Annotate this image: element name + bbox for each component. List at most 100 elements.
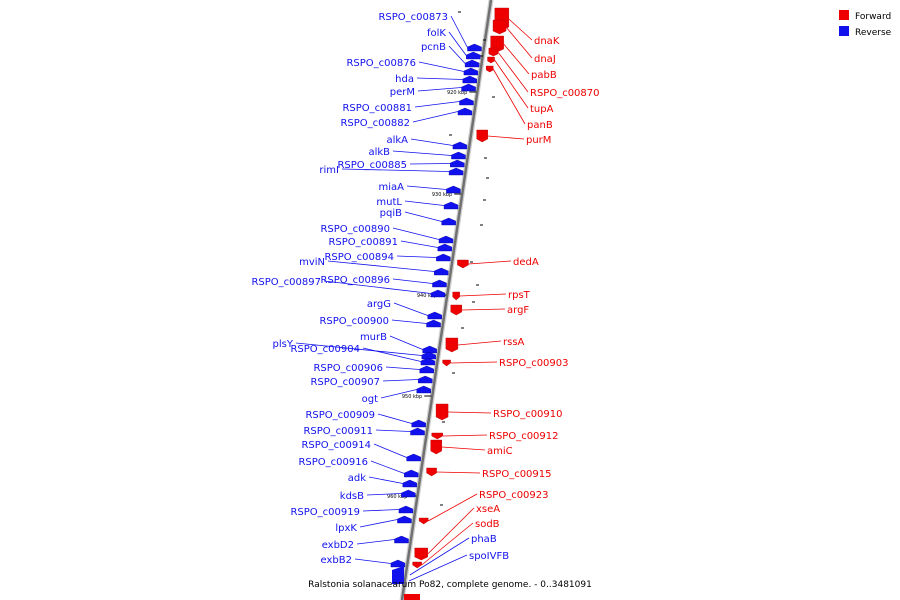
gene-forward-tupA[interactable]: tupA xyxy=(487,56,554,115)
gene-arrow-forward[interactable] xyxy=(418,517,429,525)
gene-arrow-forward[interactable] xyxy=(487,56,495,64)
gene-reverse-exbD2[interactable]: exbD2 xyxy=(322,535,409,551)
gene-arrow-reverse[interactable] xyxy=(410,427,425,436)
gene-arrow-reverse[interactable] xyxy=(452,141,468,150)
gene-reverse-mviN[interactable]: mviN xyxy=(299,257,449,276)
gene-label[interactable]: RSPO_c00919 xyxy=(290,507,360,518)
gene-label[interactable]: lpxK xyxy=(335,523,357,534)
gene-forward-argF[interactable]: argF xyxy=(450,304,530,316)
gene-label[interactable]: RSPO_c00910 xyxy=(493,409,563,420)
gene-reverse-pqiB[interactable]: pqiB xyxy=(380,208,456,226)
gene-arrow-reverse[interactable] xyxy=(422,345,437,354)
gene-label[interactable]: hda xyxy=(395,74,414,85)
gene-label[interactable]: sodB xyxy=(475,519,500,530)
gene-reverse-RSPO_c00882[interactable]: RSPO_c00882 xyxy=(340,107,473,129)
gene-arrow-reverse[interactable] xyxy=(419,365,434,374)
gene-reverse-miaA[interactable]: miaA xyxy=(379,182,461,194)
gene-forward-dedA[interactable]: dedA xyxy=(457,257,539,269)
gene-reverse-RSPO_c00907[interactable]: RSPO_c00907 xyxy=(310,375,433,388)
gene-reverse-RSPO_c00914[interactable]: RSPO_c00914 xyxy=(301,440,421,462)
gene-reverse-RSPO_c00891[interactable]: RSPO_c00891 xyxy=(328,237,453,252)
gene-arrow-reverse[interactable] xyxy=(434,267,449,276)
gene-reverse-RSPO_c00909[interactable]: RSPO_c00909 xyxy=(305,410,426,428)
gene-label[interactable]: argF xyxy=(507,305,529,316)
gene-label[interactable]: RSPO_c00894 xyxy=(324,252,394,263)
gene-label[interactable]: purM xyxy=(526,135,551,146)
gene-arrow-forward[interactable] xyxy=(492,19,507,35)
gene-arrow-forward[interactable] xyxy=(442,359,451,367)
gene-arrow-forward[interactable] xyxy=(431,432,443,440)
gene-reverse-RSPO_c00881[interactable]: RSPO_c00881 xyxy=(342,97,474,114)
gene-arrow-reverse[interactable] xyxy=(427,311,442,320)
gene-reverse-RSPO_c00904[interactable]: RSPO_c00904 xyxy=(290,344,436,366)
gene-arrow-reverse[interactable] xyxy=(443,201,459,210)
gene-reverse-RSPO_c00896[interactable]: RSPO_c00896 xyxy=(320,275,447,288)
gene-forward-sodB[interactable]: sodB xyxy=(412,519,500,569)
gene-arrow-reverse[interactable] xyxy=(420,357,436,366)
gene-arrow-reverse[interactable] xyxy=(451,151,466,160)
gene-arrow-reverse[interactable] xyxy=(406,453,421,462)
gene-reverse-RSPO_c00890[interactable]: RSPO_c00890 xyxy=(320,224,454,244)
gene-label[interactable]: exbD2 xyxy=(322,540,354,551)
gene-label[interactable]: RSPO_c00909 xyxy=(305,410,375,421)
gene-arrow-reverse[interactable] xyxy=(448,167,464,176)
gene-reverse-argG[interactable]: argG xyxy=(367,299,442,320)
gene-reverse-hda[interactable]: hda xyxy=(395,74,477,85)
gene-arrow-reverse[interactable] xyxy=(459,97,474,106)
gene-label[interactable]: dnaJ xyxy=(534,54,556,65)
gene-label[interactable]: kdsB xyxy=(340,491,364,502)
gene-label[interactable]: ogt xyxy=(362,394,378,405)
gene-label[interactable]: pqiB xyxy=(380,208,402,219)
gene-label[interactable]: RSPO_c00906 xyxy=(313,363,383,374)
gene-label[interactable]: RSPO_c00907 xyxy=(310,377,380,388)
gene-label[interactable]: RSPO_c00876 xyxy=(346,58,416,69)
gene-label[interactable]: RSPO_c00891 xyxy=(328,237,398,248)
gene-forward-RSPO_c00910[interactable]: RSPO_c00910 xyxy=(435,403,563,421)
gene-arrow-forward[interactable] xyxy=(486,65,494,73)
gene-label[interactable]: RSPO_c00911 xyxy=(303,426,373,437)
gene-label[interactable]: RSPO_c00882 xyxy=(340,118,410,129)
gene-arrow-forward[interactable] xyxy=(430,439,442,455)
gene-arrow-forward[interactable] xyxy=(414,547,428,561)
gene-arrow-forward[interactable] xyxy=(476,129,488,143)
gene-reverse-rimI[interactable]: rimI xyxy=(319,165,464,176)
gene-label[interactable]: exbB2 xyxy=(321,555,352,566)
gene-label[interactable]: rpsT xyxy=(508,290,531,301)
gene-arrow-reverse[interactable] xyxy=(437,243,453,252)
gene-arrow-reverse[interactable] xyxy=(446,185,461,194)
gene-forward-spoIVFB[interactable]: spoIVFB xyxy=(408,551,509,582)
gene-arrow-forward[interactable] xyxy=(412,561,422,569)
gene-label[interactable]: xseA xyxy=(476,504,500,515)
gene-forward-RSPO_c00923[interactable]: RSPO_c00923 xyxy=(418,490,549,525)
gene-reverse-adk[interactable]: adk xyxy=(348,473,417,488)
gene-label[interactable]: RSPO_c00912 xyxy=(489,431,559,442)
gene-label[interactable]: RSPO_c00881 xyxy=(342,103,412,114)
gene-label[interactable]: amiC xyxy=(487,446,513,457)
gene-arrow-reverse[interactable] xyxy=(397,515,412,524)
gene-label[interactable]: alkB xyxy=(368,147,390,158)
gene-arrow-reverse[interactable] xyxy=(436,253,451,262)
gene-label[interactable]: RSPO_c00915 xyxy=(482,469,552,480)
gene-arrow-reverse[interactable] xyxy=(402,479,417,488)
gene-label[interactable]: dnaK xyxy=(534,36,560,47)
gene-label[interactable]: dedA xyxy=(513,257,539,268)
gene-label[interactable]: tupA xyxy=(530,104,554,115)
gene-forward-RSPO_c00870[interactable]: RSPO_c00870 xyxy=(488,47,600,99)
gene-reverse-lpxK[interactable]: lpxK xyxy=(335,515,412,534)
gene-reverse-alkB[interactable]: alkB xyxy=(368,147,466,160)
gene-arrow-reverse[interactable] xyxy=(404,469,419,478)
gene-label[interactable]: perM xyxy=(390,87,415,98)
gene-label[interactable]: mutL xyxy=(376,197,402,208)
gene-arrow-forward[interactable] xyxy=(435,403,449,421)
gene-label[interactable]: spoIVFB xyxy=(469,551,509,562)
gene-forward-panB[interactable]: panB xyxy=(486,65,553,131)
gene-label[interactable]: rimI xyxy=(319,165,339,176)
gene-forward-rssA[interactable]: rssA xyxy=(445,337,525,353)
gene-arrow-reverse[interactable] xyxy=(401,489,416,498)
gene-arrow-forward[interactable] xyxy=(445,337,459,353)
gene-reverse-pcnB[interactable]: pcnB xyxy=(421,42,480,68)
gene-label[interactable]: plsY xyxy=(273,339,294,350)
gene-label[interactable]: alkA xyxy=(386,135,408,146)
gene-label[interactable]: RSPO_c00914 xyxy=(301,440,371,451)
gene-label[interactable]: RSPO_c00903 xyxy=(499,358,569,369)
